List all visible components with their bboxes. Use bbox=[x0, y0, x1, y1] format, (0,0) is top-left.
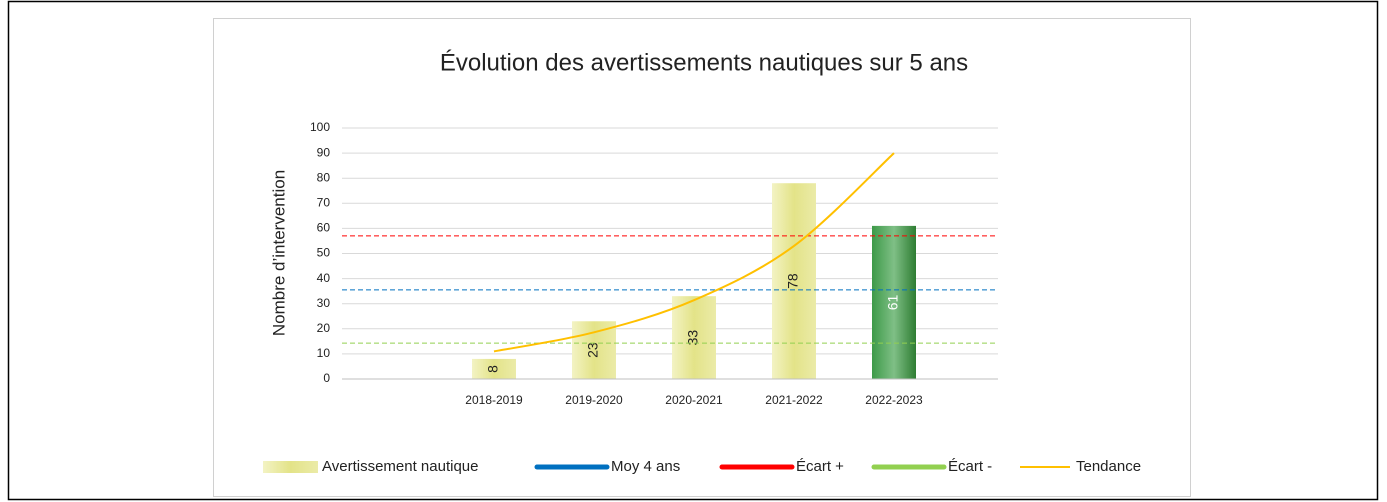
y-tick-label: 20 bbox=[317, 321, 331, 335]
y-axis-label: Nombre d’intervention bbox=[269, 170, 288, 336]
y-tick-label: 10 bbox=[317, 346, 331, 360]
y-tick-label: 100 bbox=[310, 120, 330, 134]
y-tick-label: 80 bbox=[317, 170, 331, 184]
data-label: 78 bbox=[785, 273, 801, 289]
y-tick-label: 0 bbox=[323, 371, 330, 385]
legend-label: Écart - bbox=[948, 458, 992, 475]
x-tick-label: 2022-2023 bbox=[865, 393, 923, 407]
chart-title: Évolution des avertissements nautiques s… bbox=[440, 49, 968, 76]
bar bbox=[572, 321, 616, 379]
data-label: 33 bbox=[685, 330, 701, 346]
x-tick-label: 2021-2022 bbox=[765, 393, 823, 407]
x-tick-label: 2019-2020 bbox=[565, 393, 623, 407]
chart-frame bbox=[213, 18, 1191, 497]
legend-label: Avertissement nautique bbox=[322, 458, 478, 475]
trend-line bbox=[493, 152, 895, 353]
bar bbox=[672, 296, 716, 379]
legend-label: Tendance bbox=[1076, 458, 1141, 475]
bar bbox=[872, 225, 916, 379]
legend-swatch bbox=[263, 461, 318, 473]
legend-label: Moy 4 ans bbox=[611, 458, 680, 475]
bar bbox=[472, 358, 516, 379]
bar bbox=[772, 183, 816, 379]
data-label: 23 bbox=[585, 342, 601, 358]
data-label: 61 bbox=[885, 294, 901, 310]
data-label: 8 bbox=[485, 365, 501, 373]
y-tick-label: 40 bbox=[317, 271, 331, 285]
y-tick-label: 60 bbox=[317, 221, 331, 235]
x-tick-label: 2020-2021 bbox=[665, 393, 723, 407]
y-tick-label: 70 bbox=[317, 195, 331, 209]
y-tick-label: 30 bbox=[317, 296, 331, 310]
legend-label: Écart + bbox=[796, 458, 844, 475]
outer-frame bbox=[7, 0, 1379, 501]
y-tick-label: 90 bbox=[317, 145, 331, 159]
y-tick-label: 50 bbox=[317, 246, 331, 260]
x-tick-label: 2018-2019 bbox=[465, 393, 523, 407]
